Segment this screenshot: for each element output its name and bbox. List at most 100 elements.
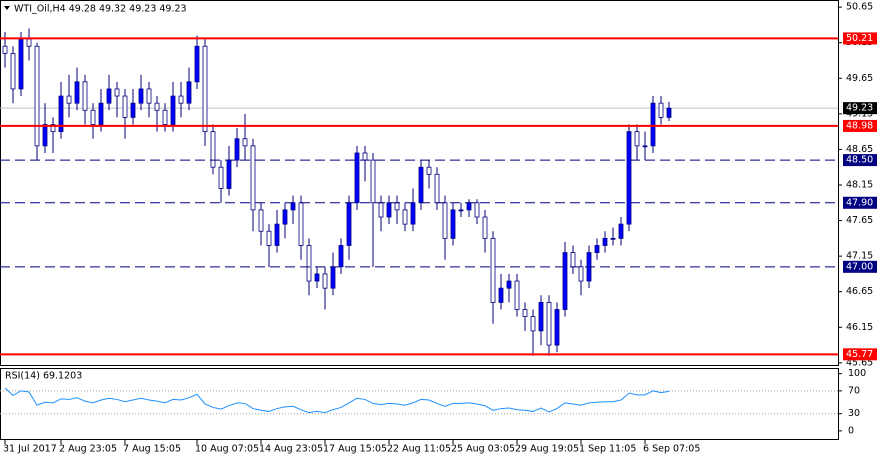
candle-body	[394, 202, 400, 211]
candle-body	[362, 152, 368, 161]
y-tick-label: 0	[848, 425, 854, 436]
rsi-line	[4, 387, 670, 414]
candle-body	[154, 102, 160, 111]
title-arrow	[4, 6, 10, 10]
y-tick-label: 100	[848, 368, 866, 379]
candle-body	[210, 131, 216, 168]
x-tick-label: 6 Sep 07:05	[643, 444, 700, 455]
candle-body	[578, 266, 584, 282]
level-label: 47.90	[846, 197, 873, 208]
x-tick-label: 29 Aug 19:05	[515, 444, 579, 455]
candle-body	[290, 202, 296, 211]
candle-body	[114, 88, 120, 97]
candle-body	[522, 309, 528, 318]
candle-body	[322, 273, 328, 289]
candle-body	[490, 237, 496, 303]
candle-body	[610, 237, 616, 240]
y-tick-label: 45.65	[846, 357, 873, 368]
candle-body	[562, 252, 568, 310]
candle-body	[18, 38, 24, 90]
level-label-box	[843, 196, 877, 209]
candle-body	[314, 273, 320, 282]
x-tick-label: 17 Aug 15:05	[323, 444, 387, 455]
level-label: 45.77	[846, 349, 873, 360]
candle-body	[298, 202, 304, 246]
level-label-box	[843, 32, 877, 45]
y-tick-label: 48.65	[846, 144, 873, 155]
rsi-frame	[0, 368, 839, 440]
x-tick-label: 22 Aug 11:05	[387, 444, 451, 455]
level-label-box	[843, 260, 877, 273]
chart-title: WTI_Oil,H4 49.28 49.32 49.23 49.23	[14, 4, 187, 15]
rsi-title: RSI(14) 69.1203	[5, 371, 82, 382]
candle-body	[426, 166, 432, 175]
candle-body	[482, 216, 488, 239]
candle-body	[442, 202, 448, 239]
candle-body	[434, 173, 440, 204]
candle-body	[554, 309, 560, 346]
candle-body	[122, 95, 128, 118]
x-tick-label: 31 Jul 2017	[3, 444, 57, 455]
candle-body	[10, 52, 16, 90]
candle-body	[466, 202, 472, 211]
candle-body	[634, 131, 640, 147]
candle-body	[226, 159, 232, 189]
candle-body	[570, 252, 576, 268]
candle-body	[162, 109, 168, 125]
y-tick-label: 47.15	[846, 251, 873, 262]
x-tick-label: 7 Aug 15:05	[123, 444, 181, 455]
y-tick-label: 48.15	[846, 179, 873, 190]
candle-body	[106, 88, 112, 104]
level-label: 50.21	[846, 33, 873, 44]
candle-body	[650, 102, 656, 147]
candle-body	[26, 38, 32, 47]
candle-body	[402, 209, 408, 225]
candle-body	[602, 237, 608, 246]
candle-body	[242, 138, 248, 147]
candle-body	[266, 230, 272, 246]
candle-body	[546, 301, 552, 346]
candle-body	[418, 166, 424, 204]
candle-body	[626, 131, 632, 225]
candle-body	[666, 107, 672, 118]
candle-body	[194, 45, 200, 83]
candle-body	[250, 145, 256, 211]
candle-body	[42, 124, 48, 147]
candle-body	[274, 223, 280, 246]
candle-body	[370, 159, 376, 204]
y-tick-label: 70	[848, 385, 860, 396]
x-tick-label: 10 Aug 07:05	[195, 444, 259, 455]
candle-body	[138, 88, 144, 104]
candle-body	[282, 209, 288, 225]
candle-body	[186, 81, 192, 104]
candle-body	[218, 166, 224, 189]
candle-body	[74, 81, 80, 104]
candle-body	[258, 209, 264, 232]
candle-body	[378, 202, 384, 218]
candle-body	[538, 301, 544, 332]
candle-body	[66, 95, 72, 104]
candle-body	[170, 95, 176, 125]
x-tick-label: 1 Sep 11:05	[579, 444, 636, 455]
candle-body	[146, 88, 152, 104]
y-tick-label: 50.65	[846, 2, 873, 13]
candle-body	[386, 202, 392, 218]
candle-body	[2, 45, 8, 54]
candle-body	[202, 45, 208, 133]
candle-body	[658, 102, 664, 118]
candle-body	[98, 102, 104, 125]
candle-body	[498, 287, 504, 303]
y-tick-label: 46.65	[846, 286, 873, 297]
level-label-box	[843, 154, 877, 167]
level-label: 47.00	[846, 261, 873, 272]
level-label: 48.98	[846, 120, 873, 131]
candle-body	[410, 202, 416, 225]
candle-body	[346, 202, 352, 246]
candle-body	[594, 245, 600, 253]
candle-body	[234, 138, 240, 161]
candle-body	[642, 145, 648, 148]
level-label-box	[843, 119, 877, 132]
candle-body	[354, 152, 360, 204]
y-tick-label: 46.15	[846, 322, 873, 333]
